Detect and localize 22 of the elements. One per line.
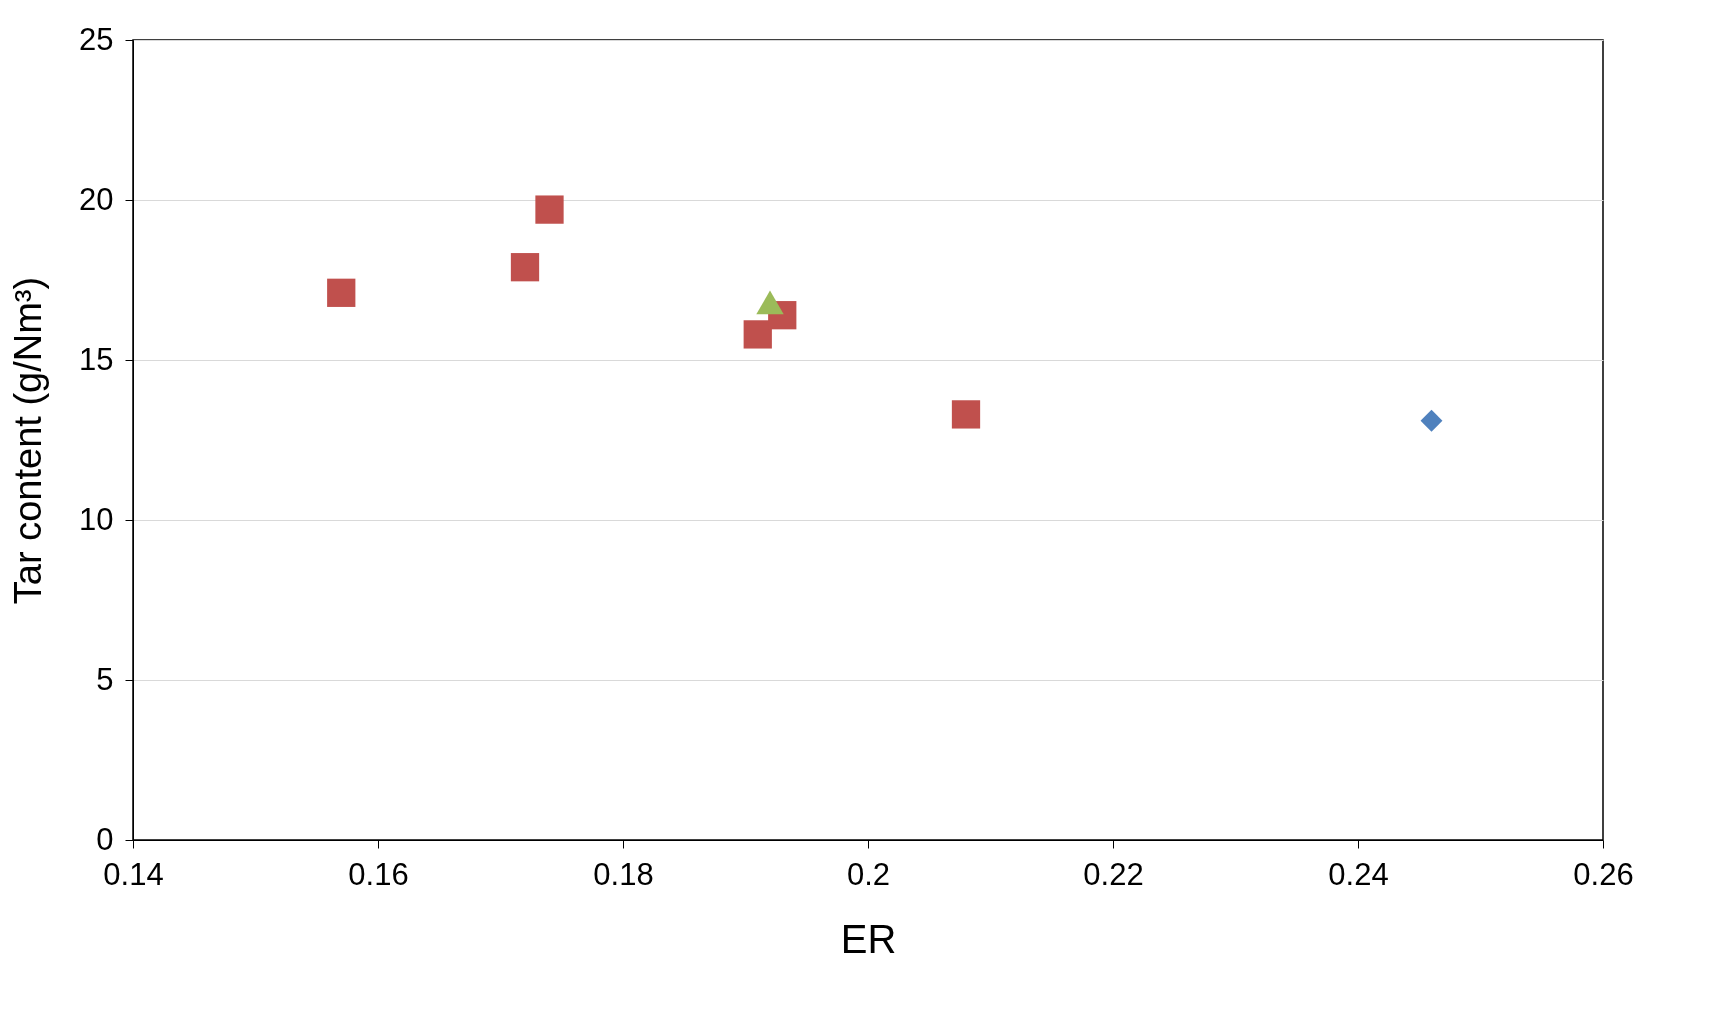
point (951, 400, 981, 429)
x-tick-label: 0.26 (1573, 856, 1634, 892)
point (535, 195, 564, 224)
y-tick-label: 10 (79, 501, 114, 537)
point (743, 320, 772, 349)
point (1420, 409, 1443, 432)
point (327, 278, 356, 307)
y-tick-label: 20 (79, 181, 114, 217)
point (510, 253, 540, 282)
x-tick-label: 0.24 (1328, 856, 1389, 892)
y-tick-label: 25 (79, 21, 114, 57)
x-tick-label: 0.22 (1083, 856, 1144, 892)
x-tick-label: 0.2 (846, 856, 891, 892)
x-tick-label: 0.14 (103, 856, 164, 892)
x-tick-label: 0.18 (593, 856, 654, 892)
point (756, 290, 784, 315)
y-tick-label: 5 (96, 661, 114, 697)
y-tick-label: 0 (96, 821, 114, 857)
x-axis-title: ER (840, 916, 897, 961)
y-tick-label: 15 (79, 341, 114, 377)
x-tick-label: 0.16 (348, 856, 409, 892)
y-axis-title: Tar content (g/Nm³) (7, 276, 50, 605)
